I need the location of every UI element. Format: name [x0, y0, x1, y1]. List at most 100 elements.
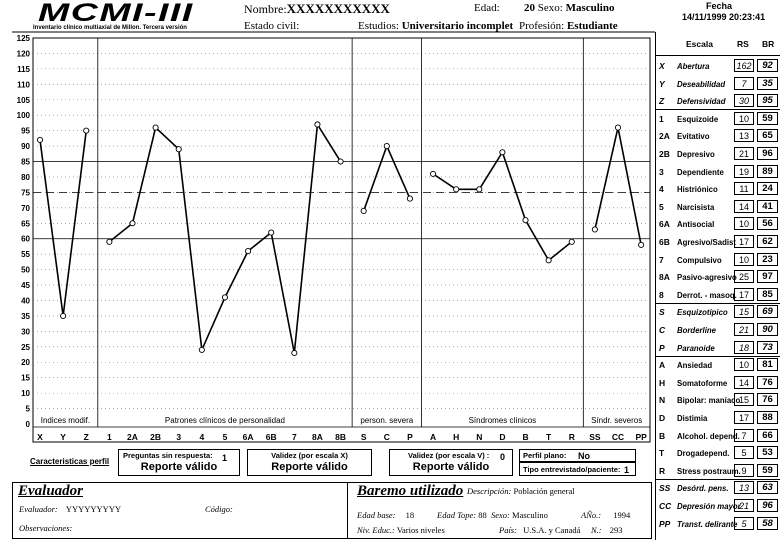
preguntas-value: 1: [222, 453, 228, 463]
scale-rs-value: 7: [734, 428, 754, 442]
data-point: [499, 149, 506, 156]
nombre-field: Nombre:XXXXXXXXXXX: [244, 1, 390, 17]
x-tick-label: 5: [223, 432, 228, 442]
x-tick-label: 2B: [150, 432, 161, 442]
scale-code: 4: [659, 184, 664, 195]
data-point: [429, 170, 437, 177]
x-tick-label: SS: [589, 432, 601, 442]
data-point: [314, 121, 321, 128]
y-tick-label: 35: [21, 312, 30, 321]
scale-code: N: [659, 395, 666, 406]
profile-chart: 0510152025303540455055606570758085909510…: [12, 31, 655, 443]
scale-br-value: 59: [757, 111, 778, 125]
scale-name: Derrot. - masoq.: [677, 290, 737, 300]
scale-row: 1 Esquizoide 10 59: [656, 110, 780, 127]
descripcion-field: Descripción: Población general: [467, 486, 575, 496]
scale-br-value: 35: [757, 76, 778, 90]
sexo-label: Sexo:: [537, 2, 563, 14]
scales-table: Escala RS BR X Abertura 162 92 Y Deseabilidad…: [655, 32, 780, 540]
scale-rs-value: 5: [734, 516, 754, 530]
scale-rs-value: 11: [734, 182, 754, 196]
scale-br-value: 56: [757, 217, 778, 231]
scale-row: H Somatoforme 14 76: [656, 374, 780, 391]
scale-name: Ansiedad: [677, 361, 713, 371]
scale-row: X Abertura 162 92: [656, 57, 780, 74]
x-tick-label: 1: [107, 432, 112, 442]
pais-label: País:: [499, 525, 517, 535]
scale-rs-value: 7: [734, 76, 754, 90]
data-point: [83, 127, 90, 134]
data-point: [360, 207, 367, 214]
data-point: [291, 349, 298, 357]
scale-rs-value: 17: [734, 235, 754, 248]
validez-v-label: Validez (por escala V) :: [408, 451, 490, 460]
y-tick-label: 25: [21, 343, 30, 352]
data-point: [476, 186, 483, 193]
x-tick-label: 7: [292, 432, 297, 442]
data-point: [406, 195, 413, 202]
evaluador-field: Evaluador: YYYYYYYYY: [19, 504, 121, 514]
scale-name: Transt. delirante: [677, 519, 738, 529]
sexo-baremo-field: Sexo: Masculino: [491, 510, 548, 520]
y-tick-label: 0: [26, 420, 31, 429]
scale-br-value: 69: [757, 305, 778, 319]
group-label: Síndromes clínicos: [469, 416, 537, 425]
fecha-value: 14/11/1999 20:23:41: [682, 12, 766, 22]
preguntas-box: Preguntas sin respuesta: 1 Reporte válid…: [118, 449, 240, 476]
scale-br-value: 24: [757, 182, 778, 196]
scale-rs-value: 13: [734, 129, 754, 143]
scale-code: 3: [659, 166, 664, 177]
anio-value: 1994: [613, 510, 631, 520]
y-tick-label: 110: [17, 80, 30, 89]
tipo-label: Tipo entrevistado/paciente:: [523, 465, 621, 474]
scale-code: T: [659, 448, 665, 459]
x-tick-label: Z: [84, 432, 89, 442]
scale-rs-value: 10: [734, 252, 754, 266]
scale-br-value: 23: [757, 252, 778, 266]
scale-code: A: [659, 360, 666, 371]
y-tick-label: 80: [21, 173, 30, 182]
scale-name: Evitativo: [677, 132, 710, 142]
scale-rs-value: 21: [734, 147, 754, 160]
mcmi-logo: MCMI-III: [38, 0, 194, 27]
x-tick-label: A: [430, 432, 436, 442]
evaluador-value: YYYYYYYYY: [65, 504, 122, 514]
scale-rs-value: 19: [734, 164, 754, 178]
scale-name: Dependiente: [677, 167, 724, 177]
scale-rs-value: 162: [734, 59, 754, 72]
scale-code: Z: [659, 96, 665, 107]
caracteristicas-perfil-link[interactable]: Caracteristicas perfil: [30, 457, 110, 466]
y-tick-label: 10: [21, 389, 30, 398]
scale-name: Desórd. pens.: [677, 484, 729, 494]
validez-v-result: Reporte válido: [412, 461, 490, 473]
y-tick-label: 125: [17, 34, 31, 43]
x-tick-label: 6B: [266, 432, 277, 442]
y-tick-label: 100: [17, 111, 31, 120]
y-tick-label: 95: [21, 127, 30, 136]
bottom-divider: [347, 483, 348, 538]
scale-rs-value: 21: [734, 323, 754, 336]
scale-rs-value: 9: [734, 463, 754, 477]
nombre-value: XXXXXXXXXXX: [286, 1, 390, 16]
scale-br-value: 65: [757, 129, 778, 143]
scale-br-value: 95: [757, 94, 778, 108]
data-point: [638, 241, 645, 248]
perfil-plano-box: Perfil plano: No: [519, 449, 636, 462]
data-point: [198, 346, 205, 353]
estado-civil-field: Estado civil:: [244, 20, 299, 32]
scale-br-value: 76: [757, 393, 778, 407]
preguntas-result: Reporte válido: [140, 461, 218, 473]
x-tick-label: B: [522, 432, 528, 442]
tipo-box: Tipo entrevistado/paciente: 1: [519, 462, 636, 476]
validez-x-result: Reporte válido: [271, 461, 348, 473]
x-tick-label: Y: [60, 432, 66, 442]
scale-code: 6A: [659, 219, 670, 230]
edad-base-field: Edad base: 18: [357, 510, 414, 520]
estado-civil-label: Estado civil:: [244, 20, 300, 32]
x-tick-label: CC: [612, 432, 624, 442]
scale-code: C: [659, 325, 666, 335]
niv-value: Varios niveles: [396, 525, 445, 535]
scale-name: Depresivo: [677, 150, 715, 159]
sexo-baremo-label: Sexo:: [491, 510, 510, 520]
edad-tope-label: Edad Tope:: [437, 510, 477, 520]
